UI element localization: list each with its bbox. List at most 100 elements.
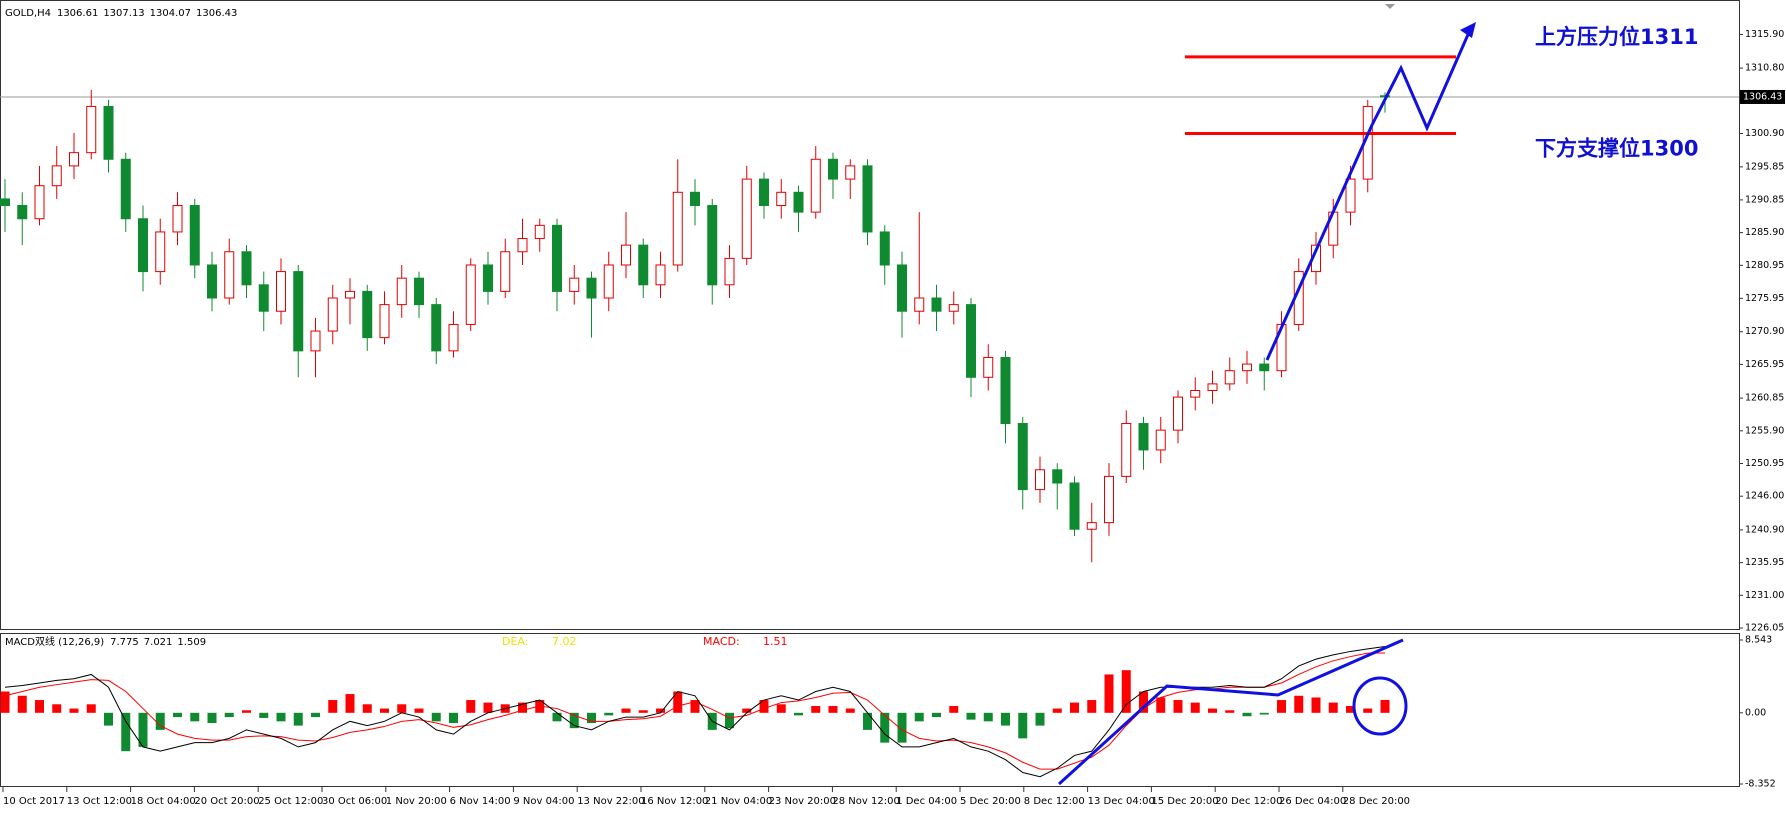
shift-marker (1385, 4, 1395, 9)
arrow-head (1460, 22, 1476, 38)
candle-body (672, 191, 683, 266)
histogram-bar (52, 704, 62, 713)
current-price-label: 1306.43 (1743, 91, 1782, 102)
candle-body (690, 191, 700, 207)
x-tick-label: 6 Nov 14:00 (450, 796, 511, 807)
y-tick-label: 1231.00 (1745, 590, 1784, 601)
candle-body (448, 323, 459, 352)
histogram-bar (431, 712, 441, 722)
open: 1306.61 (57, 8, 98, 19)
symbol: GOLD,H4 (5, 8, 51, 19)
candle-body (172, 205, 183, 233)
macd-title: MACD双线 (12,26,9) (5, 635, 104, 648)
histogram-bar (1363, 708, 1373, 713)
candle-body (879, 231, 890, 266)
histogram-bar (604, 712, 614, 716)
x-tick-label: 25 Oct 12:00 (258, 796, 323, 807)
candle-body (586, 277, 597, 299)
x-tick-label: 28 Nov 12:00 (832, 796, 899, 807)
histogram-bar (587, 712, 596, 724)
histogram-bar (224, 712, 234, 718)
x-tick-label: 5 Dec 20:00 (960, 796, 1021, 807)
candle-body (1138, 423, 1149, 451)
candle-body (983, 356, 994, 378)
candle-body (69, 152, 79, 167)
histogram-bar (449, 712, 458, 724)
histogram-bar (293, 712, 303, 726)
histogram-bar (276, 712, 286, 722)
candle-body (414, 277, 424, 306)
candle-body (741, 178, 752, 259)
candle-body (310, 330, 321, 352)
y-tick-label: 1265.95 (1745, 359, 1784, 370)
histogram-bar (656, 708, 665, 713)
dea-line (4, 652, 1386, 770)
candle-body (155, 231, 166, 273)
histogram-bar (242, 710, 251, 713)
y-tick-label: 1285.90 (1745, 227, 1784, 238)
histogram-bar (776, 704, 786, 713)
y-tick-label: 1315.90 (1745, 29, 1784, 40)
histogram-bar (725, 712, 734, 729)
candle-body (138, 218, 148, 273)
candle-body (534, 224, 545, 240)
candle-body (483, 264, 493, 292)
candle-body (1155, 429, 1166, 451)
y-tick-label: 1226.05 (1745, 623, 1784, 634)
trend-line (1265, 124, 1374, 361)
candle-body (120, 158, 131, 220)
histogram-bar (1035, 712, 1045, 726)
histogram-bar (569, 712, 579, 729)
candle-body (1052, 469, 1063, 484)
macd-label-value: 1.51 (763, 635, 788, 648)
histogram-bar (880, 712, 890, 743)
x-tick-label: 20 Oct 20:00 (194, 796, 259, 807)
histogram-bar (1328, 702, 1338, 713)
macd-label: MACD: (703, 635, 740, 648)
candle-body (431, 304, 442, 352)
candle-body (793, 191, 804, 213)
histogram-bar (259, 712, 269, 718)
candle-body (845, 165, 856, 180)
histogram-bar (794, 712, 803, 716)
y-tick-label: 1255.90 (1745, 425, 1784, 436)
x-tick-label: 16 Nov 12:00 (641, 796, 708, 807)
histogram-bar (1190, 702, 1200, 713)
histogram-bar (104, 712, 113, 726)
candle-body (103, 105, 114, 160)
candle-body (1069, 482, 1080, 530)
y-tick-label: 1235.95 (1745, 557, 1784, 568)
candle-body (224, 251, 235, 299)
candle-body (1207, 383, 1218, 392)
candle-body (828, 158, 838, 180)
histogram-bar (863, 712, 872, 730)
candle-body (897, 264, 907, 312)
histogram-bar (1242, 712, 1252, 717)
histogram-bar (1208, 708, 1217, 713)
candle-body (327, 297, 338, 332)
histogram-bar (362, 704, 372, 713)
histogram-bar (1087, 700, 1097, 713)
histogram-bar (345, 694, 355, 713)
candle-body (966, 304, 976, 378)
x-tick-label: 1 Dec 04:00 (896, 796, 957, 807)
candle-body (862, 165, 873, 233)
histogram-bar (1070, 702, 1079, 713)
macd-circle (1352, 676, 1408, 736)
histogram-bar (1225, 710, 1235, 713)
level-label: 下方支撑位1300 (1535, 137, 1698, 161)
y-tick-label: 1270.90 (1745, 326, 1784, 337)
candle-body (776, 191, 787, 207)
candle-body (379, 304, 390, 339)
high: 1307.13 (103, 8, 144, 19)
candle-body (569, 277, 580, 292)
low: 1304.07 (150, 8, 191, 19)
histogram-bar (1380, 699, 1390, 713)
histogram-bar (311, 712, 320, 718)
candle-body (17, 205, 28, 220)
histogram-bar (932, 712, 941, 718)
y-tick-label: 1295.85 (1745, 161, 1784, 172)
histogram-bar (966, 712, 976, 720)
y-tick-label: 1240.90 (1745, 524, 1784, 535)
